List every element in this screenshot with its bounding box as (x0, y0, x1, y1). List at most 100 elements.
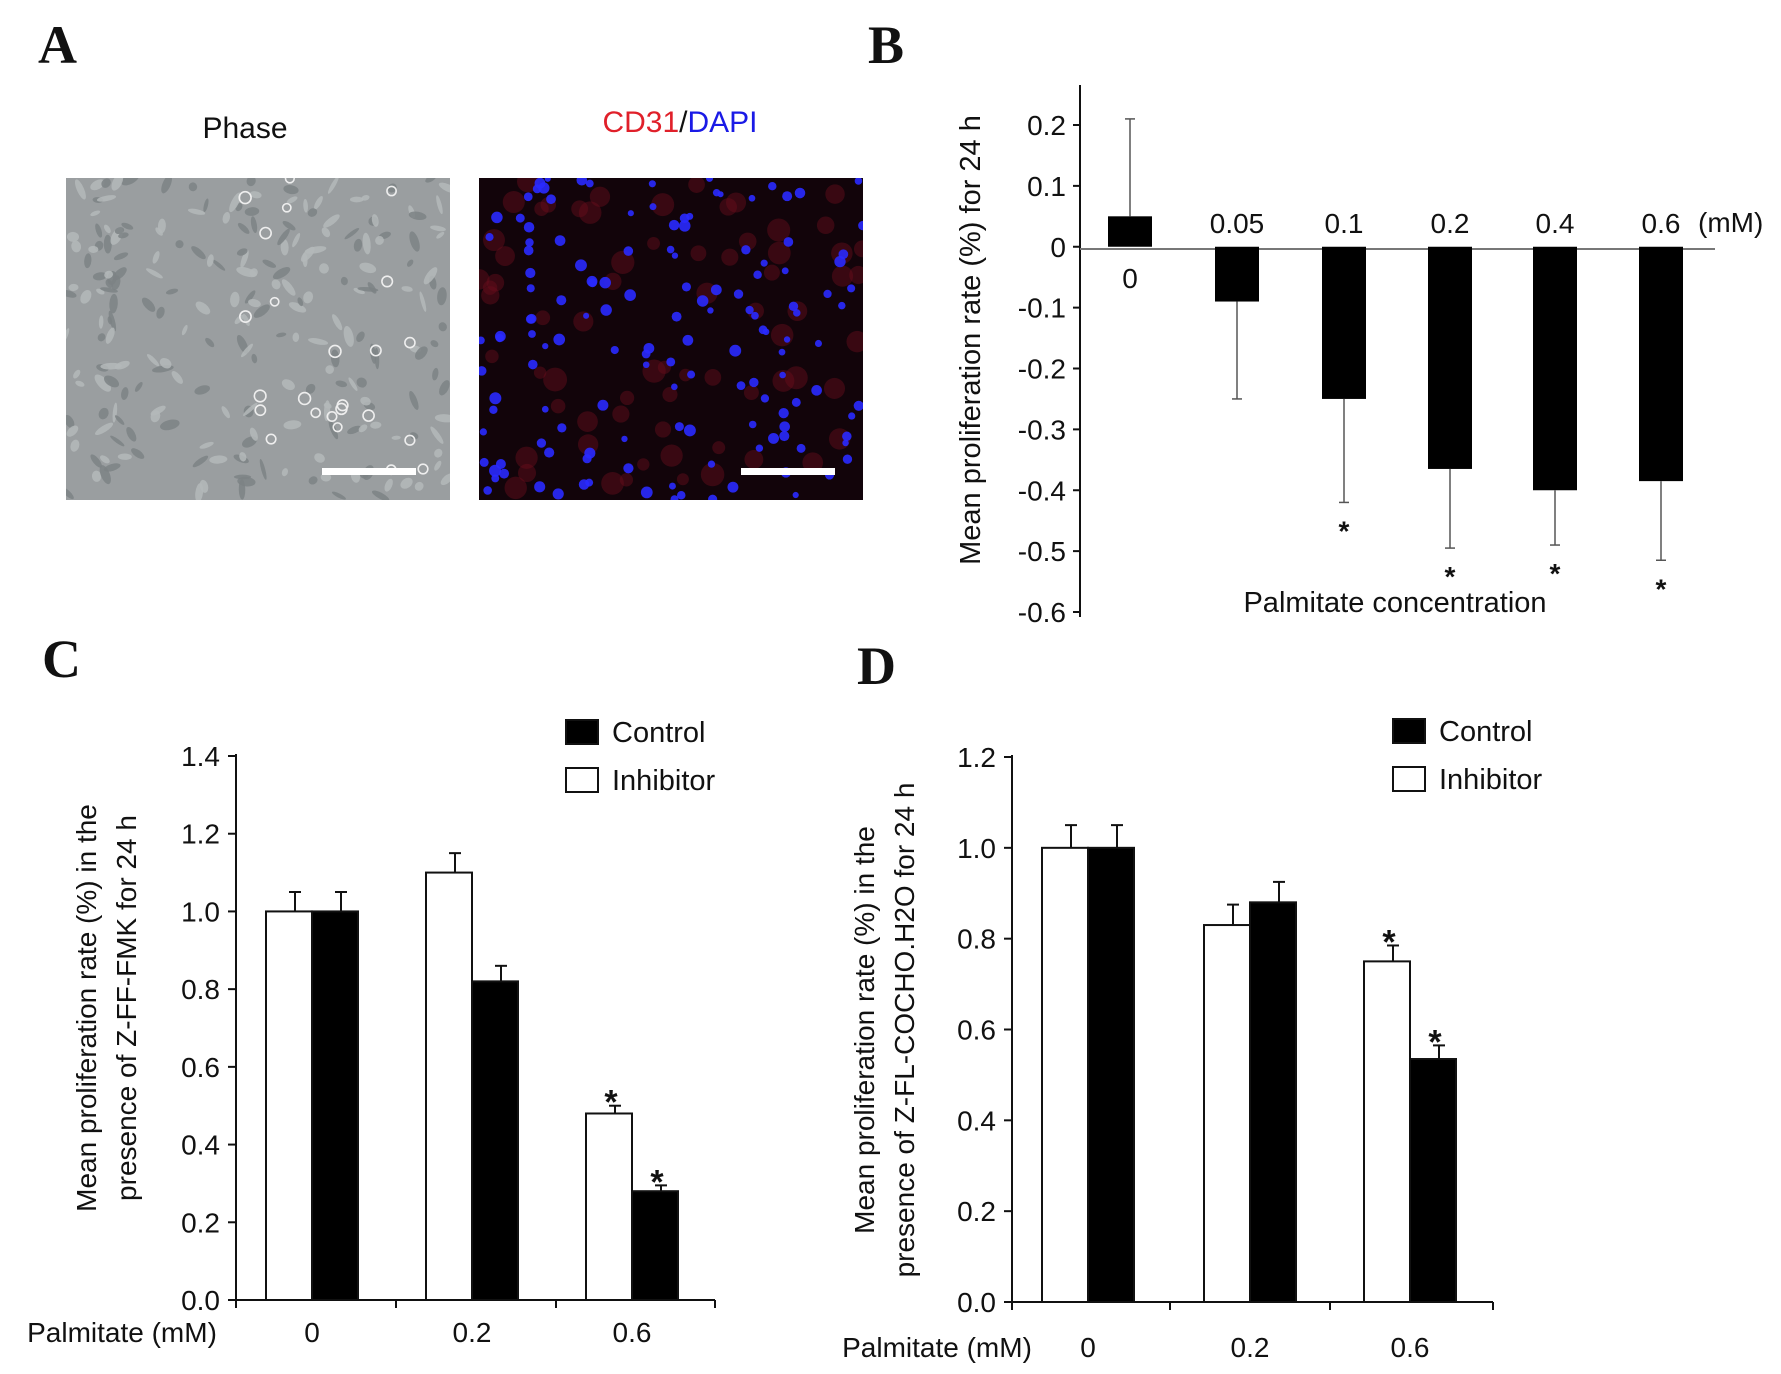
rounded-cell (310, 407, 321, 419)
rounded-cell (239, 310, 252, 324)
dapi-nucleus (848, 412, 856, 420)
cell (344, 227, 360, 240)
cell (414, 346, 428, 360)
cd31-stain (738, 232, 757, 251)
bar-inhibitor (1041, 846, 1089, 1303)
cell (314, 453, 325, 463)
cell (114, 227, 125, 235)
dapi-nucleus (666, 245, 675, 254)
cd31-stain (763, 264, 780, 281)
dapi-nucleus (674, 422, 684, 432)
bar-control (631, 1190, 679, 1301)
cell (288, 302, 307, 313)
dapi-nucleus (679, 220, 691, 232)
dapi-nucleus (671, 383, 678, 391)
rounded-cell (259, 226, 272, 240)
bar (1533, 246, 1577, 491)
cd31-stain (550, 398, 566, 414)
cell (425, 178, 437, 183)
y-tick-label: 0.6 (181, 1052, 220, 1083)
dapi-nucleus (696, 295, 709, 307)
cell (109, 293, 118, 314)
dapi-nucleus (729, 344, 742, 357)
cell (194, 385, 210, 395)
dapi-nucleus (485, 233, 494, 242)
dapi-nucleus (762, 328, 770, 336)
dapi-nucleus (745, 305, 754, 315)
cell (105, 327, 115, 344)
cell (331, 491, 346, 500)
cd31-stain (676, 473, 689, 486)
cell (272, 267, 291, 280)
dapi-nucleus (599, 276, 611, 289)
cell (292, 332, 300, 343)
y-axis-label-line: Mean proliferation rate (%) in the (71, 804, 102, 1212)
cell (440, 473, 450, 486)
cell (236, 248, 248, 256)
y-tick-label: 0.4 (957, 1105, 996, 1136)
dapi-nucleus (778, 408, 789, 419)
dapi-nucleus (853, 400, 863, 411)
cd31-stain (772, 369, 795, 392)
dapi-nucleus (708, 494, 718, 500)
rounded-cell (404, 434, 416, 446)
cd31-stain (504, 476, 527, 500)
cell (283, 185, 299, 195)
legend-label: Inhibitor (1439, 764, 1543, 796)
dapi-nucleus (584, 447, 596, 459)
cell (430, 340, 439, 348)
cd31-stain (688, 178, 705, 193)
dapi-nucleus (741, 245, 751, 255)
cell (248, 298, 261, 308)
dapi-nucleus (534, 481, 546, 493)
cell (121, 222, 134, 230)
dapi-nucleus (642, 361, 650, 369)
cell (409, 432, 419, 440)
cd31-stain (534, 201, 549, 217)
cell (432, 367, 439, 381)
dapi-nucleus (489, 405, 498, 414)
cell (199, 441, 214, 449)
cd31-stain (784, 366, 808, 390)
dapi-nucleus (640, 486, 653, 499)
cell (121, 178, 140, 186)
cell (91, 470, 102, 482)
cell (356, 331, 365, 342)
dapi-nucleus (491, 211, 503, 224)
dapi-nucleus (751, 311, 759, 320)
cell (181, 324, 188, 336)
phase-contrast-image (66, 178, 450, 500)
cell (406, 259, 414, 267)
cell (150, 405, 166, 416)
dapi-nucleus (523, 192, 533, 202)
cell (103, 234, 112, 254)
dapi-nucleus (648, 180, 656, 188)
dapi-nucleus (525, 267, 536, 279)
cell (146, 268, 163, 279)
dapi-nucleus (479, 366, 487, 376)
y-tick-label: 0.2 (1027, 110, 1066, 141)
cd31-stain (823, 377, 846, 399)
cell (75, 380, 85, 387)
cell (408, 211, 427, 221)
rounded-cell (404, 336, 416, 349)
cell (103, 463, 121, 472)
dapi-label: DAPI (687, 106, 758, 139)
dapi-nucleus (575, 259, 587, 272)
dapi-nucleus (778, 348, 786, 356)
cell (281, 468, 289, 477)
cd31-stain (543, 367, 568, 392)
cell (249, 191, 262, 199)
cell (104, 270, 113, 279)
cell (165, 288, 179, 295)
dapi-nucleus (791, 397, 801, 407)
dapi-nucleus (782, 191, 793, 202)
dapi-nucleus (779, 421, 790, 432)
dapi-nucleus (542, 343, 549, 350)
rounded-cell (335, 402, 348, 416)
y-tick-label: 0.8 (181, 974, 220, 1005)
dapi-nucleus (541, 405, 549, 413)
y-tick-label: 0.4 (181, 1130, 220, 1161)
y-tick-label: 0 (1050, 232, 1066, 263)
